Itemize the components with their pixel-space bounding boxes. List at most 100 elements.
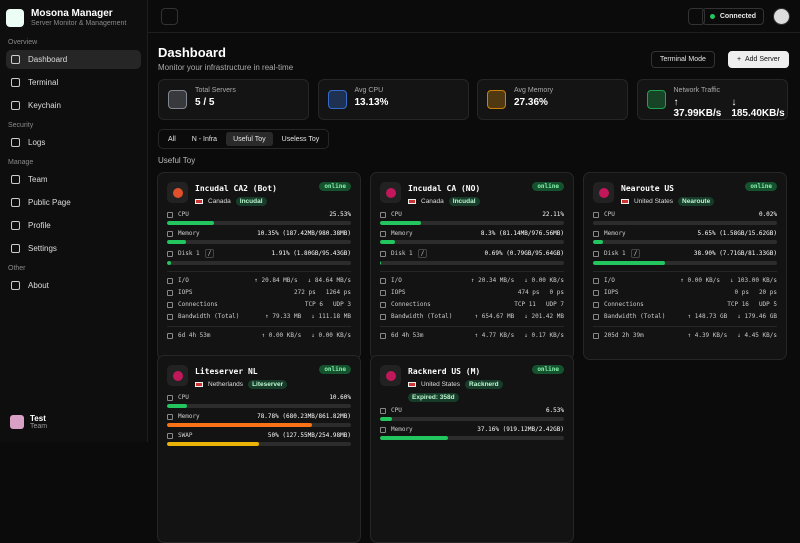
net-speed: ↑ 4.39 KB/s↓ 4.45 KB/s	[688, 332, 778, 339]
metric-value: 50% (127.55MB/254.98MB)	[268, 432, 351, 439]
nav-item[interactable]: Terminal	[6, 73, 141, 92]
nav-item[interactable]: Logs	[6, 133, 141, 152]
info-value: ↓ 111.18 MB	[311, 313, 351, 320]
nav-icon	[11, 175, 20, 184]
info-label: I/O	[593, 277, 615, 284]
connection-status[interactable]: Connected	[702, 8, 764, 25]
metric-name: CPU	[178, 394, 189, 401]
info-value: 0 ps	[550, 289, 564, 296]
divider	[167, 271, 351, 272]
nav-icon	[11, 101, 20, 110]
tab[interactable]: N - Infra	[185, 132, 224, 146]
avatar-button[interactable]	[773, 8, 790, 25]
nav-item[interactable]: Settings	[6, 239, 141, 258]
bar-fill	[380, 417, 392, 421]
nav-item[interactable]: Profile	[6, 216, 141, 235]
metric-label: Memory	[380, 426, 413, 433]
metric-value: 10.35% (187.42MB/980.38MB)	[257, 230, 351, 237]
bar-track	[593, 240, 777, 244]
nav-item[interactable]: Public Page	[6, 193, 141, 212]
tab[interactable]: All	[161, 132, 183, 146]
nav-icon	[11, 138, 20, 147]
info-icon	[380, 278, 386, 284]
metric-name: CPU	[178, 211, 189, 218]
mount: /	[631, 249, 641, 258]
net-value: ↑ 4.39 KB/s	[688, 332, 728, 339]
info-values: 272 ps 1264 ps	[294, 289, 351, 296]
info-label: Bandwidth (Total)	[593, 313, 665, 320]
user-team: Team	[30, 423, 47, 430]
info-value: ↓ 84.64 MB/s	[308, 277, 351, 284]
metric-row: Disk 1 / 38.90% (7.71GB/81.33GB)	[593, 249, 777, 258]
metric-value: 38.90% (7.71GB/81.33GB)	[694, 250, 777, 257]
nav-item[interactable]: Team	[6, 170, 141, 189]
info-icon	[593, 314, 599, 320]
info-value: ↑ 654.67 MB	[475, 313, 515, 320]
metric-name: Disk 1	[604, 250, 626, 257]
metric-name: Memory	[178, 413, 200, 420]
info-value: 272 ps	[294, 289, 316, 296]
tag: Liteserver	[248, 380, 287, 389]
bar-track	[380, 436, 564, 440]
info-value: TCP 11	[514, 301, 536, 308]
nav-label: Logs	[28, 138, 45, 147]
info-value: UDP 5	[759, 301, 777, 308]
sidebar-toggle[interactable]	[161, 8, 178, 25]
tag: Incudal	[236, 197, 267, 206]
bar-fill	[380, 221, 421, 225]
uptime-value: 205d 2h 39m	[604, 332, 644, 339]
nav-item[interactable]: Dashboard	[6, 50, 141, 69]
bar-track	[380, 240, 564, 244]
info-value: 1264 ps	[326, 289, 351, 296]
info-value: 0 ps	[734, 289, 748, 296]
info-name: Connections	[178, 301, 218, 308]
tab[interactable]: Useful Toy	[226, 132, 273, 146]
bar-track	[167, 221, 351, 225]
net-value: ↓ 0.17 KB/s	[524, 332, 564, 339]
bar-fill	[380, 240, 395, 244]
clock-icon	[593, 333, 599, 339]
metric-name: Disk 1	[391, 250, 413, 257]
status-text: Connected	[720, 13, 756, 20]
nav-item[interactable]: Keychain	[6, 96, 141, 115]
nav-item[interactable]: About	[6, 276, 141, 295]
info-value: UDP 3	[333, 301, 351, 308]
info-value: TCP 16	[727, 301, 749, 308]
bar-fill	[167, 221, 214, 225]
brand-name: Mosona Manager	[31, 8, 126, 19]
stat-card: Network Traffic↑ 37.99KB/s↓ 185.40KB/s	[637, 79, 788, 120]
nav-label: Settings	[28, 244, 57, 253]
nav-label: Public Page	[28, 198, 71, 207]
server-name: Nearoute US	[621, 184, 714, 193]
metric-name: Memory	[604, 230, 626, 237]
info-label: I/O	[167, 277, 189, 284]
uptime-row: 205d 2h 39m ↑ 4.39 KB/s↓ 4.45 KB/s	[593, 332, 777, 339]
bar-track	[167, 423, 351, 427]
stat-value: 13.13%	[355, 97, 460, 108]
logo	[6, 9, 24, 27]
terminal-mode-button[interactable]: Terminal Mode	[651, 51, 715, 68]
bar-fill	[380, 436, 448, 440]
tab[interactable]: Useless Toy	[275, 132, 327, 146]
metric-name: CPU	[391, 407, 402, 414]
metric-name: Memory	[391, 426, 413, 433]
os-logo	[599, 188, 609, 198]
info-value: ↑ 79.33 MB	[265, 313, 301, 320]
traffic-up: ↑ 37.99KB/s	[674, 97, 722, 119]
country: United States	[634, 198, 673, 205]
add-server-button[interactable]: + Add Server	[728, 51, 789, 68]
stat-icon	[328, 90, 347, 109]
uptime: 6d 4h 53m	[380, 332, 424, 339]
